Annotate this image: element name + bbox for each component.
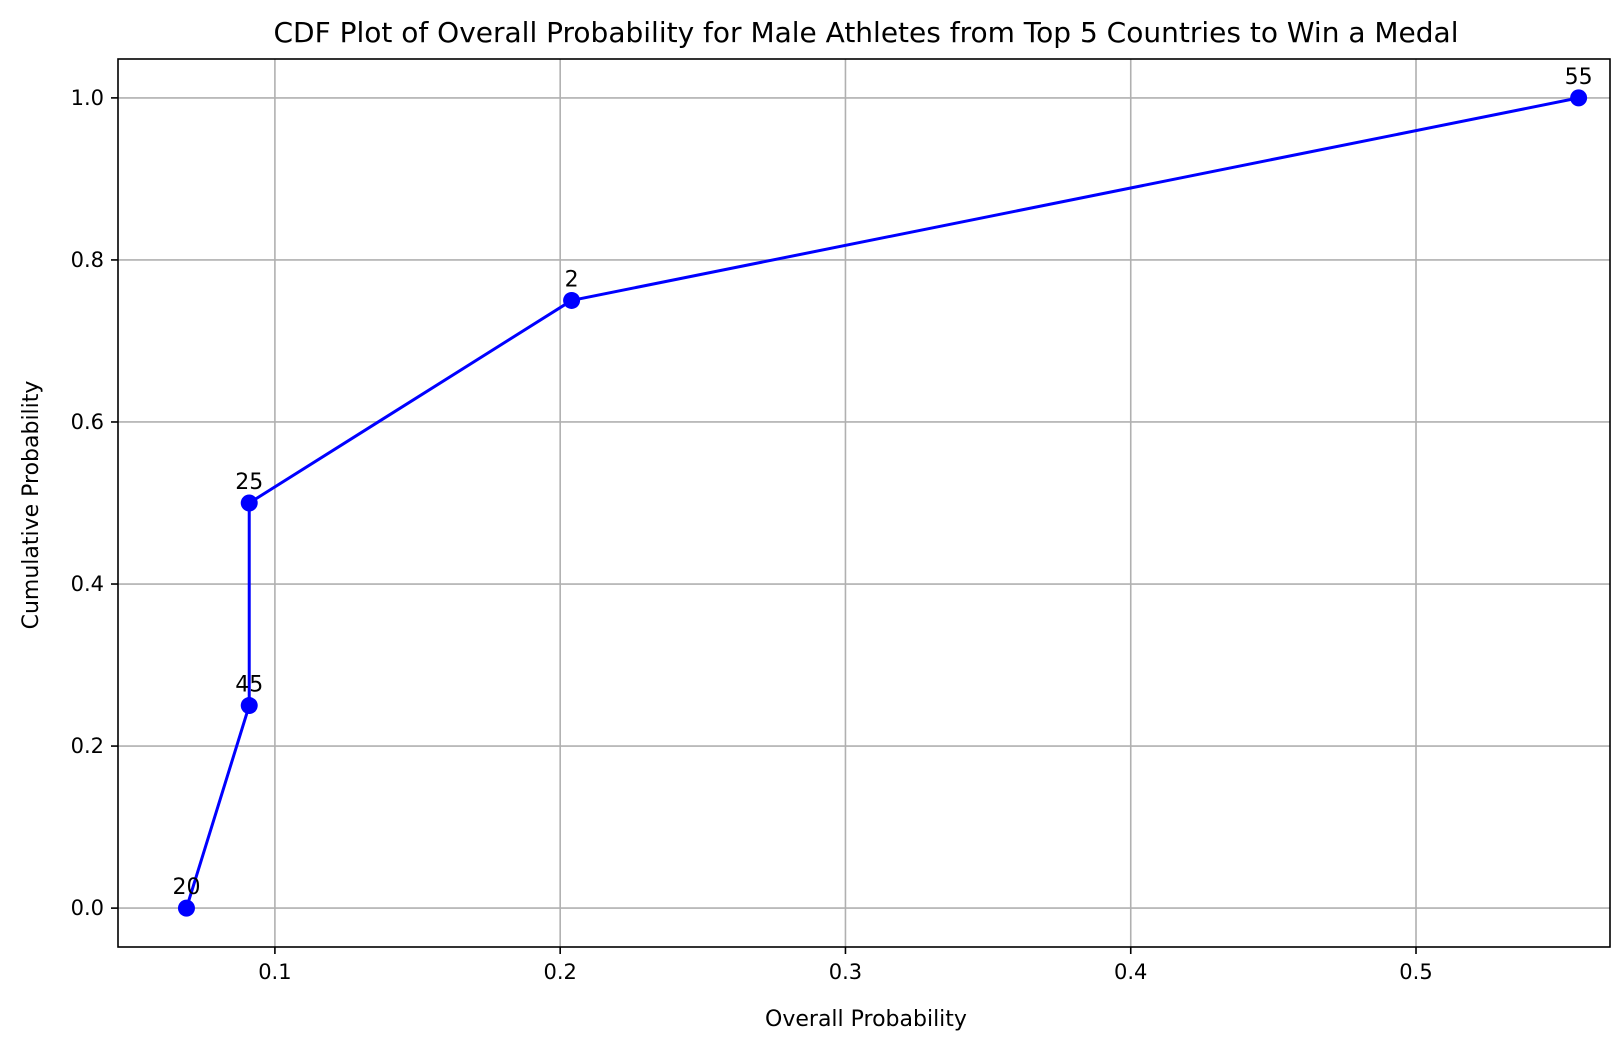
x-tick-label: 0.4	[1114, 960, 1147, 984]
point-label: 2	[565, 267, 579, 292]
y-tick-label: 0.0	[71, 896, 104, 920]
x-axis-label: Overall Probability	[765, 1007, 967, 1032]
x-tick-label: 0.1	[258, 960, 291, 984]
y-tick-label: 0.4	[71, 572, 104, 596]
point-label: 20	[172, 875, 200, 900]
data-point	[563, 291, 581, 309]
point-label: 55	[1565, 65, 1593, 90]
y-tick-label: 0.2	[71, 734, 104, 758]
data-point	[177, 899, 195, 917]
data-point	[240, 697, 258, 715]
data-point	[1570, 89, 1588, 107]
grid-lines	[118, 59, 1610, 947]
y-tick-label: 0.6	[71, 410, 104, 434]
y-tick-label: 1.0	[71, 86, 104, 110]
point-label: 25	[235, 470, 263, 495]
x-tick-label: 0.5	[1399, 960, 1432, 984]
data-point	[240, 494, 258, 512]
point-label: 45	[235, 673, 263, 698]
axes: 0.1 0.2 0.3 0.4 0.5 0.0 0.2 0.4 0.6 0.8 1.0	[71, 58, 1611, 984]
y-tick-label: 0.8	[71, 248, 104, 272]
data-series	[177, 89, 1588, 917]
plot-frame	[117, 58, 1611, 948]
point-labels: 20 45 25 2 55	[172, 65, 1592, 900]
chart-title: CDF Plot of Overall Probability for Male…	[273, 16, 1458, 49]
x-tick-label: 0.2	[543, 960, 576, 984]
x-tick-label: 0.3	[829, 960, 862, 984]
y-axis-label: Cumulative Probability	[19, 381, 44, 630]
